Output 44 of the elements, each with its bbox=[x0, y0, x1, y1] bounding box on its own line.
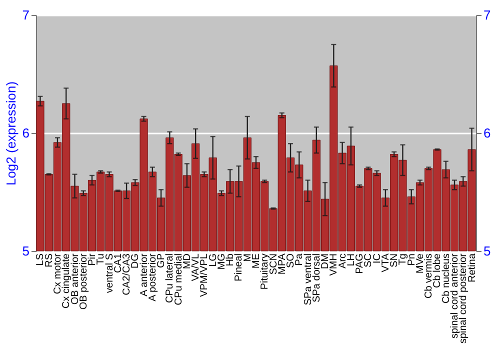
y-axis-title: Log2 (expression) bbox=[3, 81, 18, 186]
x-tick-label: MPA bbox=[276, 253, 288, 274]
x-tick-label: LS bbox=[35, 253, 46, 266]
y-tick-label: 6 bbox=[22, 126, 30, 140]
x-tick-label: spinal cord posterior bbox=[458, 252, 470, 344]
x-tick-label: Pa bbox=[294, 253, 306, 266]
x-tick-label: Cx cingulate bbox=[61, 253, 72, 309]
x-tick-label: Cx motor bbox=[52, 252, 64, 294]
x-tick-label: Arc bbox=[337, 254, 348, 268]
x-tick-label: CA1 bbox=[112, 253, 124, 273]
x-tick-label: Cb nucleus bbox=[440, 254, 452, 304]
y2-tick-label: 6 bbox=[484, 126, 491, 140]
x-tick-label: IC bbox=[372, 254, 383, 264]
x-tick-label: Pituitary bbox=[260, 254, 271, 290]
x-tick-label: RS bbox=[44, 253, 55, 268]
x-tick-label: Retina bbox=[466, 253, 478, 282]
x-tick-label: LG bbox=[208, 253, 219, 267]
x-tick-label: MVe bbox=[414, 253, 426, 274]
y2-tick-label: 5 bbox=[484, 244, 491, 258]
x-tick-label: VMH bbox=[328, 254, 340, 276]
x-tick-label: SCN bbox=[268, 254, 280, 275]
x-tick-label: OB posterior bbox=[78, 252, 90, 310]
x-tick-label: Pineal bbox=[234, 254, 245, 282]
x-tick-label: Cb lobe bbox=[432, 253, 444, 288]
x-tick-label: A posterior bbox=[147, 252, 158, 302]
x-tick-label: VTA bbox=[380, 253, 392, 272]
x-tick-label: MG bbox=[216, 253, 228, 270]
x-tick-label: CPu medial bbox=[173, 254, 184, 306]
x-tick-label: VPM/VPL bbox=[199, 253, 210, 297]
x-tick-label: SPa dorsal bbox=[311, 254, 322, 302]
x-tick-label: M bbox=[242, 254, 254, 262]
y2-tick-label: 7 bbox=[484, 8, 491, 22]
x-tick-label: ME bbox=[251, 253, 262, 268]
x-tick-label: ventral S bbox=[104, 253, 116, 293]
x-tick-label: LH bbox=[346, 254, 357, 266]
y-tick-label: 5 bbox=[22, 244, 30, 258]
x-tick-label: SC bbox=[363, 254, 374, 268]
x-tick-label: A anterior bbox=[138, 252, 150, 296]
x-tick-label: Tg bbox=[398, 254, 409, 266]
x-tick-label: OB anterior bbox=[70, 252, 81, 305]
x-tick-label: Tu bbox=[96, 254, 107, 265]
x-tick-label: Pn bbox=[406, 254, 418, 266]
y-tick-label: 7 bbox=[22, 8, 30, 22]
x-tick-label: DG bbox=[130, 253, 142, 268]
